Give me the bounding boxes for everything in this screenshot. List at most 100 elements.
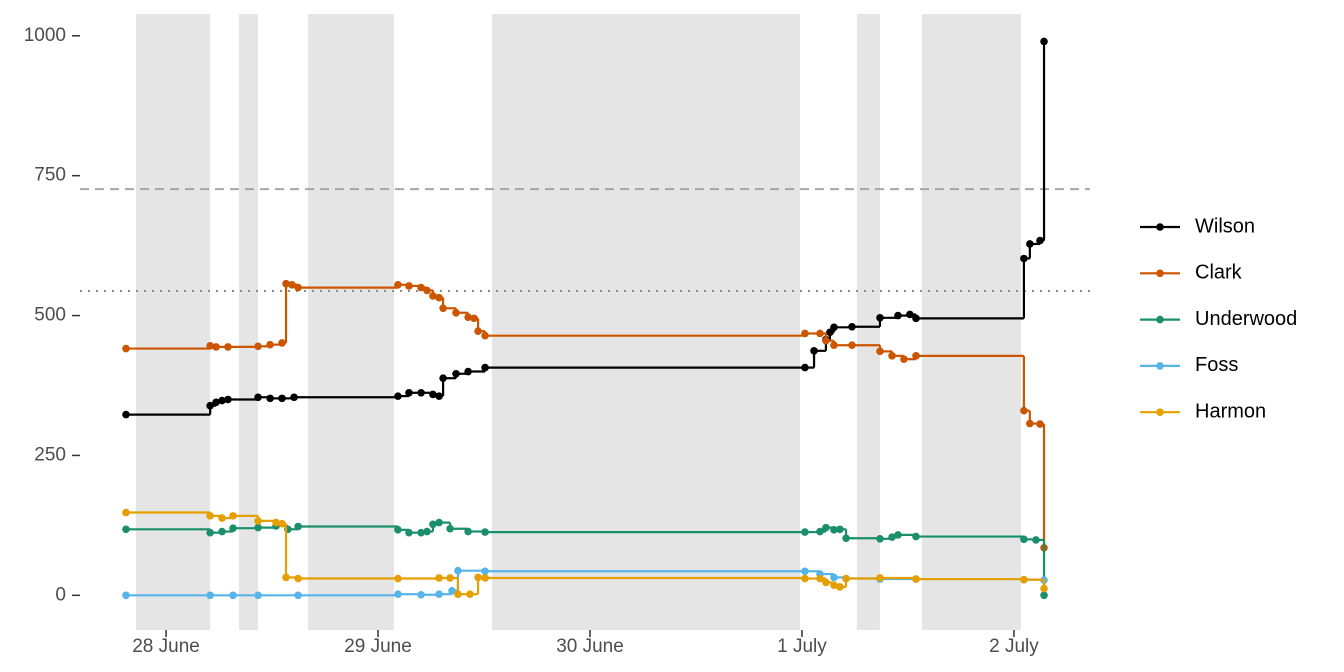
series: [122, 37, 1048, 419]
point: [836, 583, 844, 591]
point: [266, 394, 274, 403]
point: [464, 367, 472, 376]
point: [448, 587, 456, 595]
point: [394, 280, 402, 289]
point: [206, 591, 214, 600]
point: [394, 574, 402, 583]
point: [417, 528, 425, 537]
point: [464, 527, 472, 536]
point: [481, 363, 489, 372]
point: [278, 394, 286, 403]
point: [876, 574, 884, 582]
point: [801, 363, 809, 372]
shaded-period: [856, 14, 880, 630]
shaded-period: [308, 14, 394, 630]
point: [206, 341, 214, 350]
point: [254, 517, 262, 525]
point: [224, 343, 232, 351]
point: [906, 310, 914, 319]
point: [1040, 591, 1048, 600]
point: [876, 535, 884, 543]
point: [218, 514, 226, 522]
point: [394, 392, 402, 400]
point: [435, 392, 443, 400]
point: [876, 314, 884, 322]
point: [454, 566, 462, 575]
point: [1020, 254, 1028, 263]
point: [417, 590, 425, 599]
point: [405, 528, 413, 537]
legend-label: Clark: [1195, 262, 1243, 284]
point: [294, 522, 302, 531]
point: [278, 339, 286, 347]
point: [446, 574, 454, 582]
x-tick-label: 28 June: [132, 636, 200, 657]
point: [282, 279, 290, 288]
point: [822, 523, 830, 532]
point: [423, 286, 431, 295]
legend-dot: [1156, 269, 1164, 278]
point: [122, 410, 130, 419]
x-tick-label: 30 June: [556, 636, 624, 657]
point: [810, 347, 818, 355]
point: [254, 591, 262, 600]
point: [452, 369, 460, 378]
series: [122, 508, 1048, 598]
point: [282, 573, 290, 582]
point: [822, 578, 830, 587]
point: [435, 590, 443, 598]
point: [1020, 535, 1028, 544]
point: [912, 575, 920, 583]
point: [394, 590, 402, 598]
legend-label: Harmon: [1195, 400, 1266, 422]
point: [212, 343, 220, 351]
point: [122, 591, 130, 600]
point: [466, 590, 474, 598]
point: [848, 322, 856, 331]
point: [452, 308, 460, 317]
point: [254, 523, 262, 532]
point: [405, 282, 413, 290]
point: [435, 574, 443, 582]
point: [122, 508, 130, 517]
point: [290, 393, 298, 402]
point: [801, 329, 809, 338]
point: [266, 340, 274, 349]
point: [801, 567, 809, 576]
y-tick-label: 1000: [24, 25, 66, 46]
point: [1032, 536, 1040, 544]
shaded-period: [135, 14, 211, 630]
point: [1036, 420, 1044, 428]
shaded-period: [921, 14, 1021, 630]
point: [481, 528, 489, 536]
y-tick-label: 0: [55, 584, 66, 605]
point: [429, 292, 437, 300]
point: [1020, 575, 1028, 584]
point: [912, 314, 920, 323]
point: [218, 527, 226, 536]
legend-label: Wilson: [1195, 215, 1255, 237]
point: [1020, 406, 1028, 415]
point: [122, 344, 130, 353]
point: [848, 341, 856, 350]
point: [294, 574, 302, 583]
point: [801, 574, 809, 583]
shaded-period: [492, 14, 801, 630]
point: [830, 573, 838, 582]
y-tick-label: 750: [34, 165, 66, 186]
point: [900, 355, 908, 364]
point: [836, 525, 844, 534]
point: [229, 512, 237, 520]
point: [218, 396, 226, 405]
point: [294, 283, 302, 292]
point: [481, 574, 489, 582]
y-tick-label: 500: [34, 305, 66, 326]
point: [417, 388, 425, 397]
shaded-period: [238, 14, 259, 630]
point: [830, 341, 838, 350]
point: [816, 329, 824, 338]
point: [254, 393, 262, 402]
point: [801, 528, 809, 536]
point: [842, 574, 850, 583]
point: [876, 347, 884, 356]
